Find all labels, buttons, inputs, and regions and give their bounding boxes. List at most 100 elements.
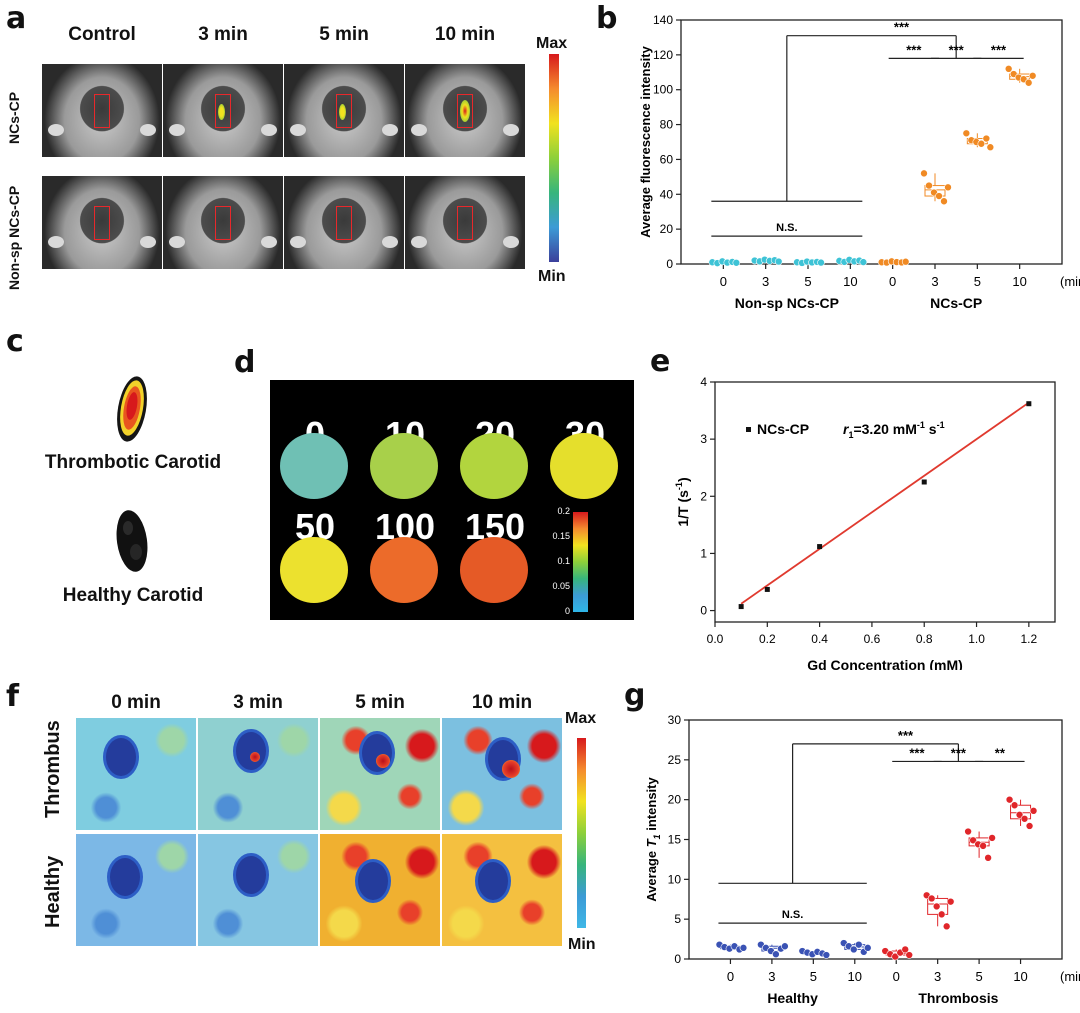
overall-significance: *** [894, 20, 910, 35]
paw [503, 236, 519, 248]
fluorescence-colorbar [549, 54, 559, 262]
vessel-region [478, 862, 508, 900]
data-point [817, 258, 825, 267]
y-tick-label: 2 [700, 489, 707, 503]
phantom-sample-circle [370, 537, 438, 603]
fluorescence-intensity-chart: 0204060801001201400351003510(min)Non-sp … [638, 13, 1080, 311]
x-axis-label: Gd Concentration (mM) [807, 657, 963, 670]
x-tick-label: 0 [889, 274, 896, 289]
y-tick-label: 0 [674, 952, 681, 966]
data-point [937, 910, 946, 919]
mri-t1-map-image [320, 718, 440, 830]
t1-phantom-panel: 0 10 20 30 50 100 150 0.2 0.15 0.1 0.05 … [270, 380, 634, 620]
data-point [927, 894, 936, 903]
group-label: Healthy [767, 990, 818, 1006]
x-tick-label: 3 [934, 969, 941, 984]
ns-label: N.S. [782, 909, 803, 921]
row-label: Non-sp NCs-CP [6, 185, 22, 290]
y-tick-label: 10 [668, 872, 682, 886]
y-tick-label: 40 [660, 187, 674, 201]
x-tick-label: 0.0 [707, 632, 724, 646]
data-point [1024, 78, 1033, 87]
x-unit-label: (min) [1060, 274, 1080, 289]
pair-significance: *** [991, 42, 1007, 57]
roi-box [94, 206, 110, 240]
x-tick-label: 3 [762, 274, 769, 289]
paw [411, 124, 427, 136]
thrombus-signal [502, 760, 520, 778]
colorbar-tick: 0.1 [557, 556, 570, 566]
data-point [891, 952, 900, 961]
x-tick-label: 5 [804, 274, 811, 289]
x-tick-label: 1.2 [1021, 632, 1038, 646]
phantom-sample-circle [460, 433, 528, 499]
group-label: Non-sp NCs-CP [735, 295, 839, 311]
panel-label-a: a [6, 1, 27, 36]
data-point [905, 951, 914, 959]
mri-t1-map-image [442, 834, 562, 946]
pair-significance: *** [949, 42, 965, 57]
x-tick-label: 5 [975, 969, 982, 984]
data-point [986, 143, 995, 152]
fit-line [740, 401, 1030, 605]
data-point [977, 139, 986, 148]
data-point [964, 827, 972, 836]
thrombotic-carotid-image [117, 376, 147, 442]
roi-box [457, 206, 473, 240]
data-point [1028, 71, 1037, 80]
paw [290, 236, 306, 248]
data-point [854, 940, 863, 949]
x-tick-label: 0 [893, 969, 900, 984]
colorbar-max-label: Max [565, 710, 597, 727]
data-point [940, 197, 948, 206]
phantom-sample-circle [550, 433, 618, 499]
data-point [859, 258, 868, 266]
paw [140, 124, 156, 136]
y-tick-label: 20 [668, 793, 682, 807]
paw [411, 236, 427, 248]
colorbar-tick: 0.2 [557, 506, 570, 516]
mouse-fluorescence-image [405, 176, 525, 269]
group-label: NCs-CP [930, 295, 982, 311]
vessel-region [106, 738, 136, 776]
column-header: 5 min [355, 692, 405, 713]
colorbar-tick: 0 [564, 606, 570, 616]
mouse-fluorescence-image [163, 64, 283, 157]
data-point [946, 897, 955, 906]
data-point [944, 183, 952, 192]
plot-frame [714, 381, 1056, 623]
x-tick-label: 0.8 [916, 632, 933, 646]
colorbar-max-label: Max [536, 35, 568, 52]
paw [169, 236, 185, 248]
mouse-fluorescence-image [42, 64, 162, 157]
group-label: Thrombosis [918, 990, 998, 1006]
thrombus-signal [250, 752, 260, 762]
data-point [901, 945, 910, 954]
paw [382, 236, 398, 248]
mri-t1-map-image [76, 718, 196, 830]
healthy-carotid-label: Healthy Carotid [62, 585, 204, 606]
data-point [920, 169, 928, 178]
y-tick-label: 4 [700, 375, 707, 389]
paw [290, 124, 306, 136]
fluorescence-signal [218, 104, 225, 120]
panel-label-f: f [6, 679, 20, 714]
y-tick-label: 60 [660, 152, 674, 166]
paw [261, 124, 277, 136]
x-tick-label: 0.4 [811, 632, 828, 646]
mouse-fluorescence-image [42, 176, 162, 269]
data-point [863, 944, 872, 952]
column-header: 10 min [434, 24, 496, 45]
paw [382, 124, 398, 136]
panel-label-g: g [624, 678, 646, 713]
y-tick-label: 0 [700, 604, 707, 618]
mouse-fluorescence-image [284, 64, 404, 157]
t1-map-colorbar [577, 738, 586, 928]
x-tick-label: 3 [931, 274, 938, 289]
paw [261, 236, 277, 248]
data-point [1010, 801, 1019, 810]
data-point [1005, 795, 1014, 804]
relaxivity-annotation: r1=3.20 mM-1 s-1 [843, 420, 945, 440]
mouse-fluorescence-image [163, 176, 283, 269]
data-point [969, 836, 977, 845]
